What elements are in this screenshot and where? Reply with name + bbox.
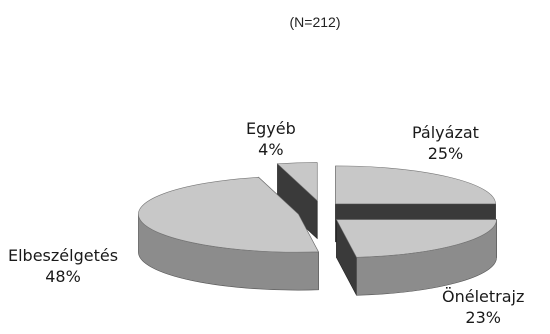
label-elbeszelgetes-name: Elbeszélgetés xyxy=(8,246,119,265)
label-egyeb-name: Egyéb xyxy=(246,119,296,138)
label-egyeb-percent: 4% xyxy=(258,140,284,159)
label-elbeszelgetes-percent: 48% xyxy=(45,267,81,286)
label-oneletrajz: Önéletrajz 23% xyxy=(442,286,524,328)
label-oneletrajz-percent: 23% xyxy=(465,308,501,327)
chart-subtitle: (N=212) xyxy=(289,14,341,30)
pie-slice-1 xyxy=(336,219,497,296)
label-egyeb: Egyéb 4% xyxy=(246,118,296,160)
label-palyazat-percent: 25% xyxy=(427,144,464,163)
label-palyazat-name: Pályázat xyxy=(412,123,479,142)
pie-slices xyxy=(138,162,497,296)
pie-slice-2 xyxy=(138,176,319,291)
label-elbeszelgetes: Elbeszélgetés 48% xyxy=(8,245,118,287)
label-palyazat: Pályázat 25% xyxy=(412,122,479,164)
label-oneletrajz-name: Önéletrajz xyxy=(442,287,525,306)
